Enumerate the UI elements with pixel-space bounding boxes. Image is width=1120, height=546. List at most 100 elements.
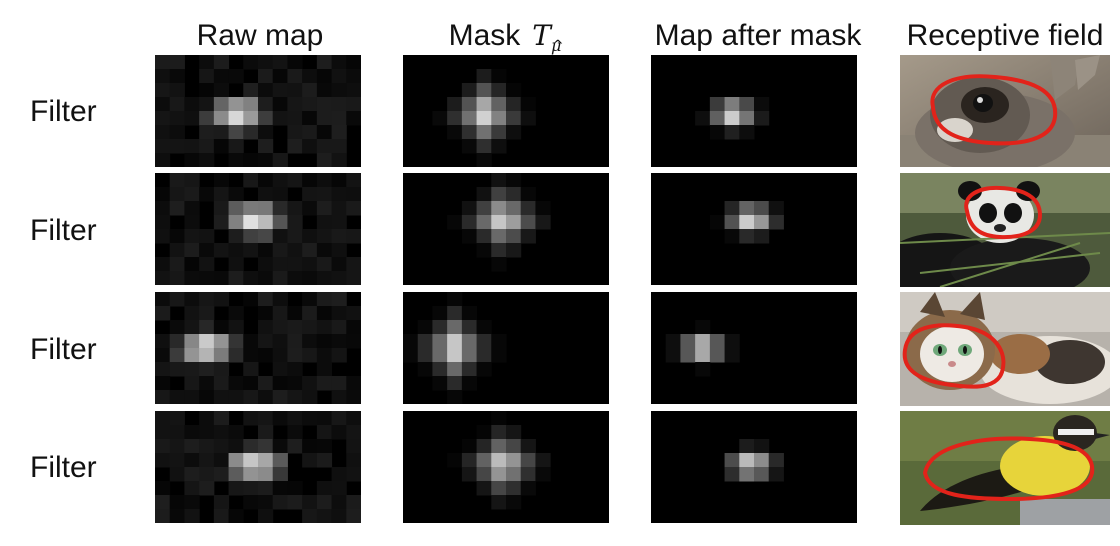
heatmap-pixel [243,467,259,482]
heatmap-pixel [768,215,784,230]
heatmap-pixel [169,439,185,454]
heatmap-pixel [213,348,230,363]
heatmap-pixel [184,153,200,167]
heatmap-pixel [272,83,288,98]
heatmap-pixel [155,83,171,98]
heatmap-pixel [506,201,522,216]
heatmap-pixel [155,425,171,440]
heatmap-pixel [287,348,303,363]
heatmap-pixel [739,215,755,230]
heatmap-pixel [302,453,318,468]
heatmap-pixel [461,306,478,321]
heatmap-pixel [228,215,244,230]
heatmap-pixel [169,320,185,335]
map-after-mask-heatmap-2 [651,173,857,285]
heatmap-pixel [184,243,200,258]
heatmap-pixel [491,111,507,126]
heatmap-pixel [272,481,288,496]
heatmap-pixel [199,425,215,440]
heatmap-pixel [169,467,185,482]
heatmap-pixel [331,292,347,307]
heatmap-pixel [272,243,288,258]
heatmap-pixel [184,111,200,126]
heatmap-pixel [287,201,303,216]
heatmap-pixel [506,83,522,98]
heatmap-pixel [287,495,303,510]
heatmap-pixel [302,229,318,244]
heatmap-pixel [169,271,185,285]
heatmap-pixel [302,243,318,258]
heatmap-pixel [331,348,347,363]
heatmap-pixel [155,334,171,349]
heatmap-pixel [461,362,478,377]
row-label-filter-4: Filter [30,451,97,484]
heatmap-pixel [155,509,171,523]
heatmap-pixel [331,243,347,258]
heatmap-pixel [287,55,303,70]
heatmap-pixel [228,229,244,244]
heatmap-pixel [169,83,185,98]
heatmap-pixel [272,439,288,454]
heatmap-pixel [461,229,478,244]
heatmap-pixel [169,362,185,377]
map-after-mask-heatmap-4 [651,411,857,523]
heatmap-pixel [346,334,361,349]
heatmap-pixel [491,173,507,188]
heatmap-pixel [287,425,303,440]
heatmap-pixel [316,153,333,167]
heatmap-pixel [228,139,244,154]
heatmap-pixel [243,153,259,167]
heatmap-pixel [506,495,522,510]
heatmap-pixel [287,125,303,140]
heatmap-pixel [302,495,318,510]
heatmap-pixel [331,215,347,230]
heatmap-pixel [243,111,259,126]
heatmap-pixel [287,376,303,391]
heatmap-pixel [709,348,726,363]
heatmap-pixel [155,271,171,285]
heatmap-pixel [169,173,185,188]
heatmap-pixel [199,453,215,468]
heatmap-pixel [258,390,274,404]
heatmap-pixel [199,111,215,126]
heatmap-pixel [169,411,185,426]
heatmap-pixel [199,292,215,307]
receptive-field-image-bird [900,411,1110,525]
heatmap-pixel [258,467,274,482]
heatmap-pixel [316,362,333,377]
heatmap-pixel [228,187,244,202]
heatmap-pixel [199,390,215,404]
heatmap-pixel [476,348,492,363]
heatmap-pixel [316,271,333,285]
heatmap-pixel [243,481,259,496]
heatmap-pixel [184,173,200,188]
heatmap-pixel [739,453,755,468]
heatmap-pixel [331,411,347,426]
heatmap-pixel [346,69,361,84]
heatmap-pixel [461,453,478,468]
heatmap-pixel [155,215,171,230]
heatmap-pixel [331,509,347,523]
heatmap-pixel [302,187,318,202]
heatmap-pixel [476,229,492,244]
heatmap-pixel [302,139,318,154]
heatmap-pixel [506,243,522,258]
heatmap-pixel [724,467,740,482]
heatmap-pixel [695,348,711,363]
heatmap-pixel [213,453,230,468]
heatmap-pixel [258,187,274,202]
heatmap-pixel [346,467,361,482]
heatmap-pixel [199,125,215,140]
heatmap-pixel [476,243,492,258]
heatmap-pixel [213,173,230,188]
heatmap-pixel [272,201,288,216]
heatmap-pixel [243,439,259,454]
heatmap-pixel [316,453,333,468]
mask-heatmap-2 [403,173,609,285]
heatmap-pixel [213,271,230,285]
heatmap-pixel [476,362,492,377]
heatmap-pixel [258,495,274,510]
heatmap-pixel [476,153,492,167]
heatmap-pixel [155,229,171,244]
heatmap-pixel [243,292,259,307]
